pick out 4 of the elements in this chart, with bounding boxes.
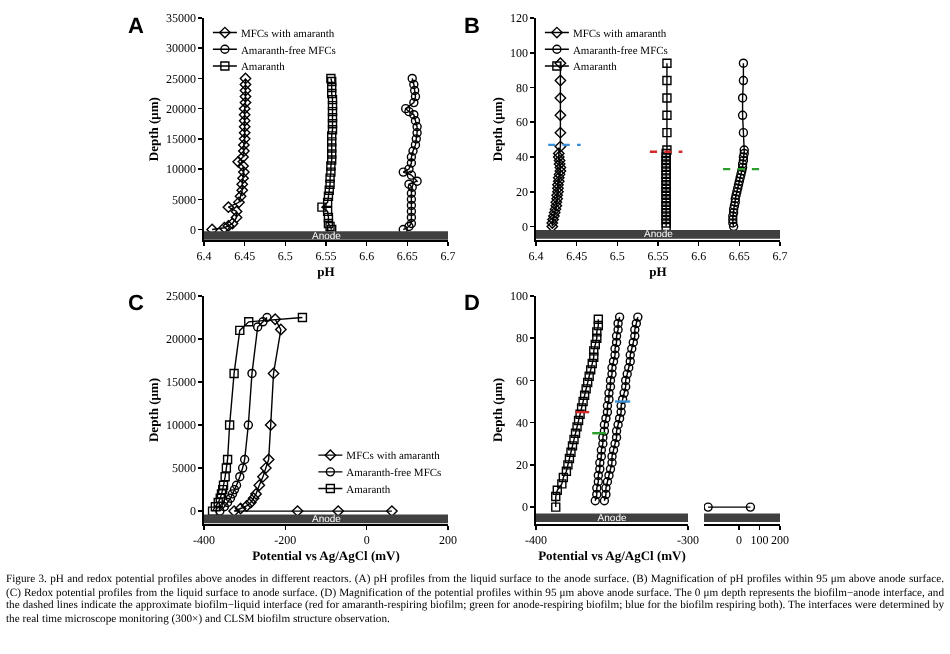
text: A [128, 15, 144, 40]
text: C [128, 292, 144, 317]
text: B [464, 15, 480, 40]
text: D [464, 292, 480, 317]
